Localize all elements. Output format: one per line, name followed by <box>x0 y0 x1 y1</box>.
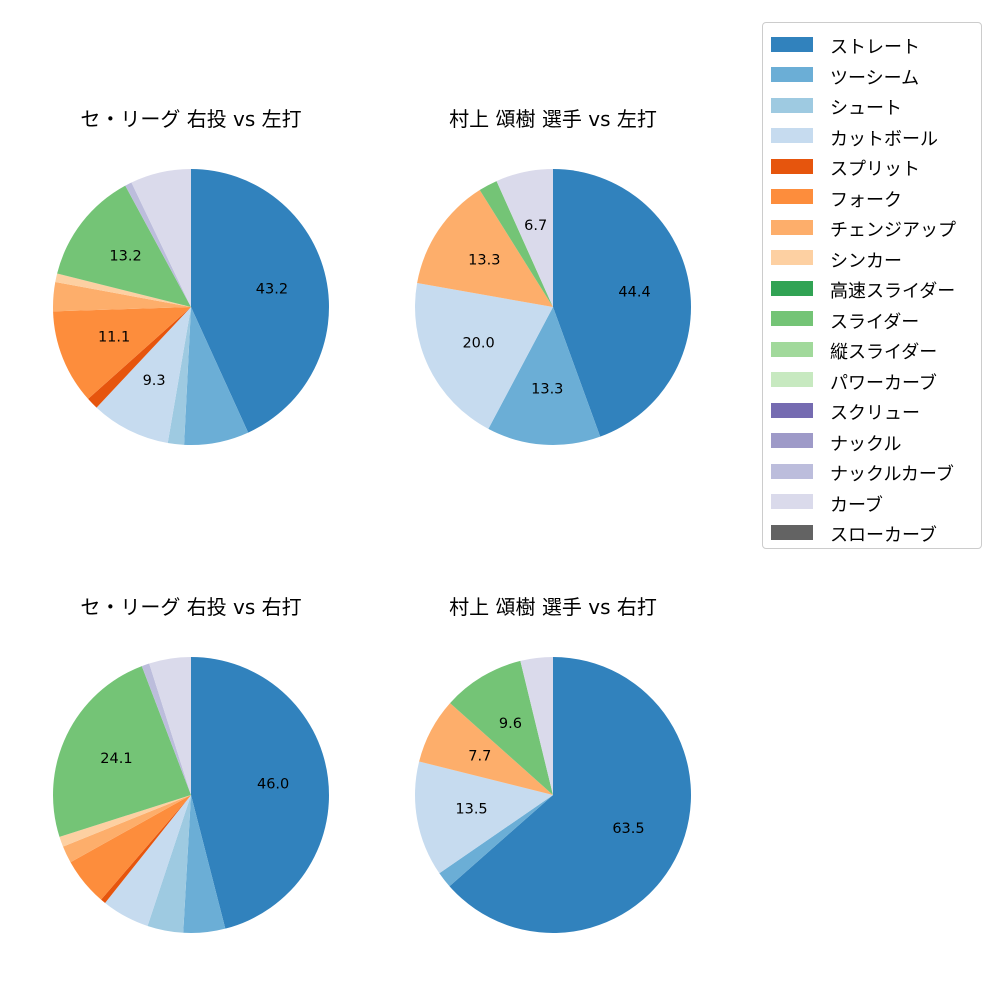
pie-slice <box>53 666 191 837</box>
legend-swatch <box>771 463 813 479</box>
pie-slice <box>488 307 601 445</box>
pie-slice-label: 6.7 <box>524 218 547 234</box>
pie-slice-label: 9.3 <box>143 373 166 389</box>
pie-slice <box>59 795 192 847</box>
pie-slice <box>53 307 191 399</box>
legend-swatch <box>771 311 813 326</box>
chart-title-2: セ・リーグ 右投 vs 右打 <box>80 595 302 619</box>
pie-slice-label: 13.3 <box>531 382 563 398</box>
pie-slice <box>415 283 553 429</box>
pie-slice <box>191 657 330 929</box>
pie-slice <box>553 169 691 437</box>
legend-swatch <box>771 250 813 265</box>
pie-slice <box>55 273 191 307</box>
pie-slice <box>439 795 553 887</box>
pie-slice-label: 11.1 <box>98 330 130 346</box>
pie-slice <box>149 657 191 795</box>
chart-title-1: 村上 頌樹 選手 vs 左打 <box>449 107 657 131</box>
pie-slice <box>496 169 553 307</box>
pie-slice-label: 63.5 <box>612 821 644 837</box>
legend-swatch <box>771 97 813 113</box>
pie-slice-label: 13.3 <box>468 253 500 269</box>
pie-slice <box>147 795 191 933</box>
legend-swatch <box>771 67 813 82</box>
legend-swatch <box>771 372 813 387</box>
pie-slice <box>131 169 191 307</box>
pie-slice <box>88 307 191 408</box>
pie-slice-label: 44.4 <box>618 285 650 301</box>
pie-chart-3: 63.5 13.5 7.7 9.6 <box>415 657 691 933</box>
legend: ストレート ツーシーム シュート カットボール スプリット フォーク チェンジア… <box>762 22 982 549</box>
pie-slice-label: 46.0 <box>257 777 289 793</box>
pie-slice <box>450 660 553 795</box>
pie-slice <box>183 795 226 934</box>
pie-slice <box>479 181 553 307</box>
pie-chart-2: 46.0 24.1 <box>53 657 330 934</box>
pie-slice-label: 7.7 <box>468 748 491 764</box>
pie-slice-label: 13.2 <box>109 248 141 264</box>
pie-slice <box>419 703 553 795</box>
pie-slice <box>449 657 691 933</box>
pie-chart-0: 43.2 9.3 11.1 13.2 <box>53 169 329 446</box>
pie-slice-label: 20.0 <box>462 335 494 351</box>
legend-swatch <box>771 36 813 52</box>
pie-slice <box>101 795 191 903</box>
pie-slice <box>63 795 191 863</box>
pie-slice <box>57 185 191 307</box>
legend-swatch <box>771 341 813 357</box>
pie-slice-label: 43.2 <box>256 281 288 297</box>
legend-swatch <box>771 128 813 143</box>
pie-slice <box>96 307 191 444</box>
pie-chart-1: 44.4 13.3 20.0 13.3 6.7 <box>415 169 691 445</box>
legend-swatch <box>771 402 813 418</box>
pie-slice <box>415 761 553 874</box>
legend-swatch <box>771 524 813 540</box>
pie-slice <box>70 795 191 900</box>
legend-swatch <box>771 280 813 296</box>
chart-title-3: 村上 頌樹 選手 vs 右打 <box>449 595 657 619</box>
pie-slice <box>53 281 192 312</box>
legend-swatch <box>771 158 813 174</box>
pie-slice <box>520 657 553 795</box>
pie-slice <box>105 795 191 926</box>
pie-slice <box>417 190 553 307</box>
legend-swatch <box>771 189 813 204</box>
pie-slice-label: 13.5 <box>455 802 487 818</box>
pie-slice <box>184 307 249 446</box>
chart-title-0: セ・リーグ 右投 vs 左打 <box>80 107 302 131</box>
pie-slice <box>141 663 191 795</box>
legend-swatch <box>771 433 813 448</box>
pie-slice <box>191 169 329 433</box>
pie-slice-label: 9.6 <box>499 716 522 732</box>
legend-swatch <box>771 219 813 235</box>
pie-slice <box>167 307 191 445</box>
pie-slice <box>125 182 191 307</box>
pie-slice-label: 24.1 <box>100 751 132 767</box>
legend-swatch <box>771 494 813 509</box>
